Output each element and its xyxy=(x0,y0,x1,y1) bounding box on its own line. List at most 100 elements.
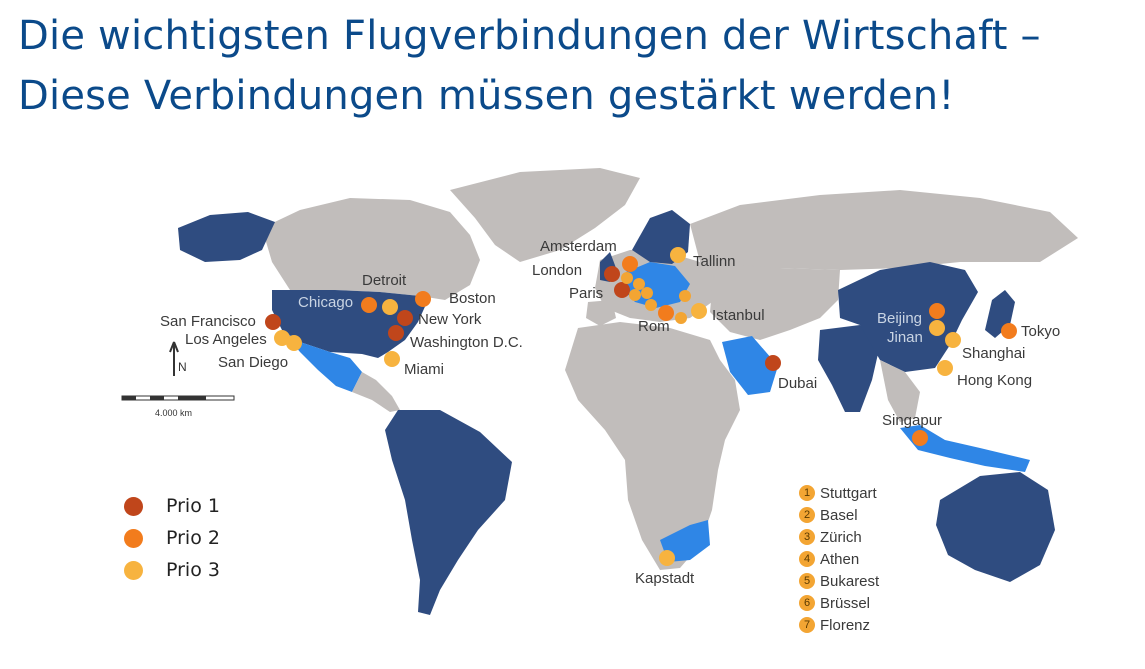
numbered-city-list: 1 Stuttgart 2 Basel 3 Zürich 4 Athen 5 B… xyxy=(799,482,879,636)
mexico xyxy=(282,330,362,392)
legend-label-prio-3: Prio 3 xyxy=(166,559,220,581)
marker-istanbul[interactable] xyxy=(691,303,707,319)
label-tallinn: Tallinn xyxy=(693,253,736,270)
label-new-york: New York xyxy=(418,311,482,328)
legend-dot-prio-2 xyxy=(124,528,143,548)
numbered-city-item: 6 Brüssel xyxy=(799,592,879,614)
india xyxy=(818,325,880,412)
north-label: N xyxy=(178,360,187,374)
numbered-city-item: 5 Bukarest xyxy=(799,570,879,592)
marker-tokyo[interactable] xyxy=(1001,323,1017,339)
marker-san-francisco[interactable] xyxy=(265,314,281,330)
label-los-angeles: Los Angeles xyxy=(185,331,267,348)
legend-dot-prio-1 xyxy=(124,496,143,516)
marker-jinan[interactable] xyxy=(929,320,945,336)
label-washington: Washington D.C. xyxy=(410,334,523,351)
legend-label-prio-1: Prio 1 xyxy=(166,495,220,517)
legend-dot-prio-3 xyxy=(124,560,143,580)
numbered-markers xyxy=(621,272,691,324)
marker-boston[interactable] xyxy=(415,291,431,307)
north-arrow-icon xyxy=(169,341,179,376)
numbered-city-label: Stuttgart xyxy=(820,484,877,502)
label-jinan: Jinan xyxy=(887,329,923,346)
label-miami: Miami xyxy=(404,361,444,378)
canada xyxy=(262,198,480,300)
marker-singapur[interactable] xyxy=(912,430,928,446)
marker-shanghai[interactable] xyxy=(945,332,961,348)
label-san-diego: San Diego xyxy=(218,354,289,371)
marker-beijing[interactable] xyxy=(929,303,945,319)
num-marker-5[interactable] xyxy=(679,290,691,302)
marker-kapstadt[interactable] xyxy=(659,550,675,566)
label-amsterdam: Amsterdam xyxy=(540,238,617,255)
numbered-city-label: Bukarest xyxy=(820,572,880,590)
num-marker-7[interactable] xyxy=(645,299,657,311)
number-badge: 2 xyxy=(799,507,815,523)
arabia xyxy=(722,336,778,395)
marker-amsterdam[interactable] xyxy=(622,256,638,272)
numbered-city-label: Basel xyxy=(820,506,858,524)
legend-item-prio-1: Prio 1 xyxy=(124,490,220,522)
label-singapur: Singapur xyxy=(882,412,943,429)
label-dubai: Dubai xyxy=(778,375,818,392)
numbered-city-item: 7 Florenz xyxy=(799,614,879,636)
alaska xyxy=(178,212,275,262)
marker-los-angeles[interactable] xyxy=(274,330,290,346)
southeast-asia xyxy=(880,360,920,422)
label-hong-kong: Hong Kong xyxy=(957,372,1033,389)
label-san-francisco: San Francisco xyxy=(160,313,256,330)
numbered-city-label: Florenz xyxy=(820,616,871,634)
russia xyxy=(690,190,1078,270)
indonesia xyxy=(900,425,1030,472)
num-marker-4[interactable] xyxy=(675,312,687,324)
num-marker-1[interactable] xyxy=(633,278,645,290)
priority-legend: Prio 1 Prio 2 Prio 3 xyxy=(124,490,220,586)
number-badge: 3 xyxy=(799,529,815,545)
iberia xyxy=(586,300,616,326)
marker-detroit[interactable] xyxy=(382,299,398,315)
numbered-city-label: Zürich xyxy=(820,528,862,546)
south-africa xyxy=(660,520,710,562)
marker-hong-kong[interactable] xyxy=(937,360,953,376)
label-london: London xyxy=(532,262,583,279)
title-line-1: Die wichtigsten Flugverbindungen der Wir… xyxy=(18,13,1041,59)
number-badge: 7 xyxy=(799,617,815,633)
marker-washington[interactable] xyxy=(388,325,404,341)
numbered-city-item: 1 Stuttgart xyxy=(799,482,879,504)
marker-new-york[interactable] xyxy=(397,310,413,326)
label-shanghai: Shanghai xyxy=(962,345,1026,362)
marker-london[interactable] xyxy=(604,266,620,282)
scale-label: 4.000 km xyxy=(155,408,193,418)
label-rom: Rom xyxy=(638,318,670,335)
label-istanbul: Istanbul xyxy=(712,307,765,324)
number-badge: 1 xyxy=(799,485,815,501)
marker-paris[interactable] xyxy=(614,282,630,298)
label-kapstadt: Kapstadt xyxy=(635,570,695,587)
label-chicago: Chicago xyxy=(298,294,354,311)
numbered-city-item: 2 Basel xyxy=(799,504,879,526)
number-badge: 4 xyxy=(799,551,815,567)
number-badge: 6 xyxy=(799,595,815,611)
china xyxy=(838,262,978,372)
marker-san-diego[interactable] xyxy=(286,335,302,351)
label-tokyo: Tokyo xyxy=(1021,323,1061,340)
africa xyxy=(565,322,740,570)
city-markers xyxy=(265,247,1017,566)
numbered-city-label: Brüssel xyxy=(820,594,871,612)
marker-chicago[interactable] xyxy=(361,297,377,313)
label-detroit: Detroit xyxy=(362,272,407,289)
marker-rom[interactable] xyxy=(658,305,674,321)
num-marker-3[interactable] xyxy=(641,287,653,299)
legend-item-prio-2: Prio 2 xyxy=(124,522,220,554)
marker-dubai[interactable] xyxy=(765,355,781,371)
num-marker-2[interactable] xyxy=(629,289,641,301)
label-beijing: Beijing xyxy=(877,310,923,327)
scale-bar xyxy=(121,395,235,401)
label-paris: Paris xyxy=(569,285,604,302)
marker-miami[interactable] xyxy=(384,351,400,367)
greenland xyxy=(450,168,640,262)
num-marker-6[interactable] xyxy=(621,272,633,284)
marker-tallinn[interactable] xyxy=(670,247,686,263)
number-badge: 5 xyxy=(799,573,815,589)
south-america xyxy=(385,410,512,615)
